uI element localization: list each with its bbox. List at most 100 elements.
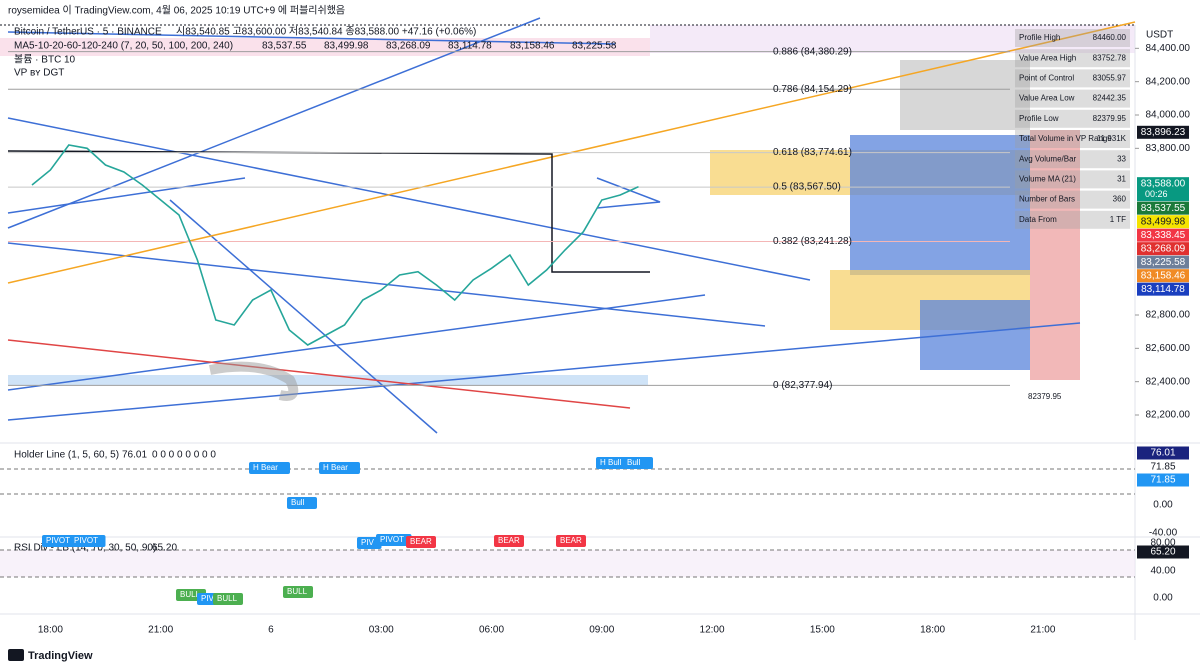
legend: roysemidea 이 TradingView.com, 4월 06, 202… xyxy=(8,4,476,79)
vp-row-value: 82442.35 xyxy=(1093,94,1127,103)
price-tag-box xyxy=(1137,228,1189,242)
signal-badge: PIVOT xyxy=(42,535,78,547)
signal-badge: Bull xyxy=(623,457,653,469)
badge-label: BULL xyxy=(217,594,238,603)
trend-line xyxy=(7,322,1081,421)
vp-row xyxy=(1015,190,1130,209)
price-tag: 83,158.46 xyxy=(1137,269,1189,283)
badge-box xyxy=(357,537,382,549)
vp-row-label: Data From xyxy=(1019,215,1057,224)
badge-label: H Bull xyxy=(600,458,622,467)
signal-badge: BEAR xyxy=(556,535,586,547)
vp-row-value: 83752.78 xyxy=(1093,53,1127,62)
rsi-axis-label: 80.00 xyxy=(1150,538,1175,549)
pennant xyxy=(596,177,661,209)
vp-row xyxy=(1015,49,1130,68)
price-tag: 83,338.45 xyxy=(1137,228,1189,242)
signal-badge: PIVOT xyxy=(376,534,412,546)
x-tick-label: 6 xyxy=(268,625,274,636)
vp-block xyxy=(850,135,1030,275)
badge-label: PIVOT xyxy=(46,536,70,545)
signal-badge: PIV xyxy=(357,537,382,549)
x-tick-label: 15:00 xyxy=(810,625,835,636)
x-tick-label: 09:00 xyxy=(589,625,614,636)
price-tag-box xyxy=(1137,177,1189,202)
profile-low-marker: 82379.95 xyxy=(1028,392,1062,401)
trend-line xyxy=(7,339,631,409)
holder-axis-label: 71.85 xyxy=(1150,475,1175,486)
holder-zeros: 0 0 0 0 0 0 0 0 xyxy=(152,450,216,461)
price-tag-label: 83,588.00 xyxy=(1141,178,1186,189)
badge-box xyxy=(283,586,313,598)
price-tag-label: 83,896.23 xyxy=(1141,127,1186,138)
holder-axis-label: 76.01 xyxy=(1150,448,1175,459)
volume-value: 10 xyxy=(64,55,76,66)
price-tag-box xyxy=(1137,255,1189,269)
trend-line xyxy=(7,31,616,45)
x-tick-label: 03:00 xyxy=(369,625,394,636)
badge-label: BULL xyxy=(180,590,201,599)
price-tag-box xyxy=(1137,125,1189,139)
signal-badge: PIVOT xyxy=(70,535,106,547)
vp-row xyxy=(1015,150,1130,169)
price-tag-label: 83,114.78 xyxy=(1141,284,1185,295)
y-tick-label: 82,800.00 xyxy=(1146,310,1191,321)
holder-title: Holder Line (1, 5, 60, 5) xyxy=(14,450,119,461)
vp-block xyxy=(900,60,1030,130)
ma-value: 83,114.78 xyxy=(448,41,492,52)
vp-row-value: 84460.00 xyxy=(1093,33,1127,42)
y-tick-label: 84,200.00 xyxy=(1146,76,1191,87)
price-tag-box xyxy=(1137,215,1189,229)
vp-row xyxy=(1015,109,1130,128)
signal-badge: H Bear xyxy=(319,462,360,474)
badge-label: BEAR xyxy=(410,537,432,546)
price-tag: 83,268.09 xyxy=(1137,242,1189,256)
holder-pane: Holder Line (1, 5, 60, 5) 76.01 0 0 0 0 … xyxy=(0,450,1135,495)
badge-label: Bull xyxy=(291,498,305,507)
vp-block xyxy=(1030,130,1080,380)
holder-value: 76.01 xyxy=(122,450,147,461)
y-tick-label: 84,000.00 xyxy=(1146,110,1191,121)
badge-label: BEAR xyxy=(498,536,520,545)
price-tag: 83,114.78 xyxy=(1137,282,1189,296)
x-tick-label: 21:00 xyxy=(148,625,173,636)
ma-value: 83,225.58 xyxy=(572,41,617,52)
badge-box xyxy=(249,462,290,474)
signal-badge: BEAR xyxy=(494,535,524,547)
badge-label: PIVOT xyxy=(380,535,404,544)
holder-axis-label: 71.85 xyxy=(1150,462,1175,473)
rsi-axis-label: 0.00 xyxy=(1153,593,1173,604)
fib-label: 0.786 (84,154.29) xyxy=(773,84,852,95)
fib-label: 0.618 (83,774.61) xyxy=(773,147,852,158)
signal-badge: BULL xyxy=(283,586,313,598)
vp-block xyxy=(920,300,1030,370)
trend-line xyxy=(7,294,706,391)
value-area-band xyxy=(650,25,1135,53)
price-tag-box xyxy=(1137,201,1189,215)
rsi-value: 65.20 xyxy=(152,543,177,554)
signal-badge: H Bear xyxy=(249,462,290,474)
x-tick-label: 21:00 xyxy=(1030,625,1055,636)
badge-box xyxy=(494,535,524,547)
vp-row-label: Number of Bars xyxy=(1019,195,1075,204)
x-tick-label: 06:00 xyxy=(479,625,504,636)
ma-value: 83,499.98 xyxy=(324,41,369,52)
badge-box xyxy=(556,535,586,547)
volume-label: 볼륨 · BTC xyxy=(14,54,61,66)
y-tick-label: 82,400.00 xyxy=(1146,376,1191,387)
fib-label: 0.5 (83,567.50) xyxy=(773,182,841,193)
currency: USDT xyxy=(1146,30,1173,41)
rsi-pane: RSI Div - LB (14, 70, 30, 50, 90) 65.20 xyxy=(0,543,1135,578)
x-tick-label: 18:00 xyxy=(38,625,63,636)
holder-axis-label: -40.00 xyxy=(1149,528,1178,539)
badge-label: BULL xyxy=(287,587,308,596)
vp-row-value: 1 TF xyxy=(1110,215,1126,224)
price-tag-label: 83,537.55 xyxy=(1141,203,1186,214)
badge-box xyxy=(213,593,243,605)
price-tag-label: 83,158.46 xyxy=(1141,270,1186,281)
badge-box xyxy=(623,457,653,469)
vp-row xyxy=(1015,69,1130,88)
badge-label: H Bear xyxy=(253,463,278,472)
rsi-axis-label: 65.20 xyxy=(1150,547,1175,558)
badge-label: PIVOT xyxy=(74,536,98,545)
